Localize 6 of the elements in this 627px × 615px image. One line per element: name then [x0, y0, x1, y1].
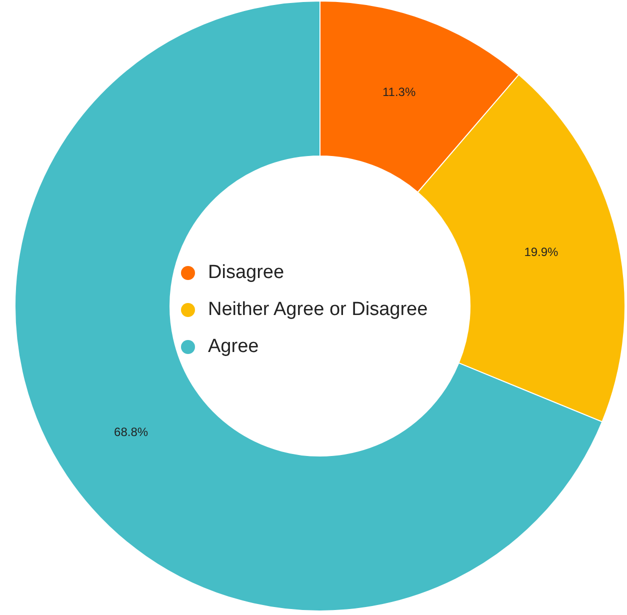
data-label: 11.3% [382, 84, 416, 99]
legend-label: Agree [208, 336, 259, 358]
legend-label: Neither Agree or Disagree [208, 299, 428, 320]
data-label: 68.8% [114, 424, 148, 439]
legend-label: Disagree [208, 262, 284, 284]
data-label: 19.9% [524, 245, 559, 260]
